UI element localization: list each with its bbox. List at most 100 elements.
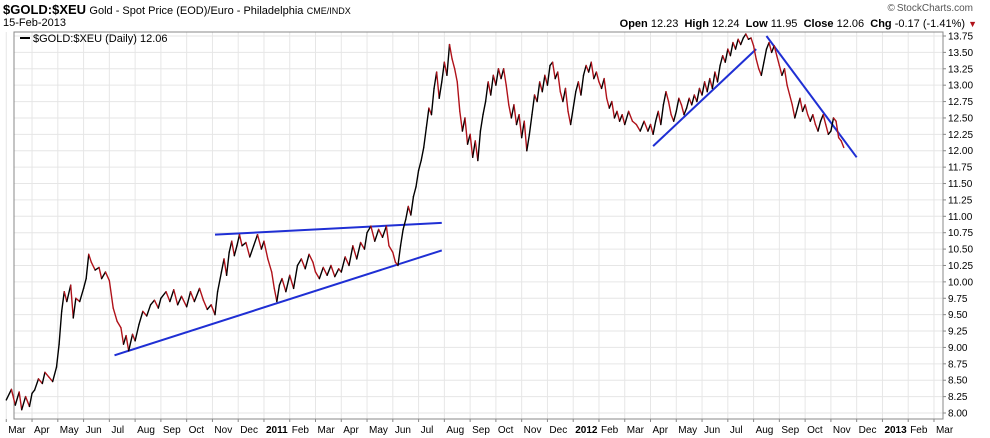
x-tick-label: Apr (343, 425, 359, 436)
price-segment (415, 169, 420, 188)
price-segment (278, 277, 283, 286)
price-segment (822, 113, 827, 126)
x-tick-label: 2012 (575, 425, 598, 436)
price-segment (370, 225, 376, 242)
price-segment (505, 84, 510, 106)
price-segment (210, 304, 216, 316)
price-segment (220, 258, 225, 273)
price-segment (238, 233, 243, 247)
price-segment (21, 395, 27, 411)
y-tick-label: 9.25 (948, 327, 968, 338)
price-segment (448, 43, 453, 60)
price-segment (624, 110, 630, 126)
price-segment (14, 391, 20, 406)
price-segment (363, 231, 368, 250)
price-segment (796, 97, 801, 109)
price-segment (318, 266, 324, 280)
symbol-description: Gold - Spot Price (EOD)/Euro - Philadelp… (89, 5, 304, 17)
price-segment (252, 233, 259, 247)
brand-name: StockCharts.com (896, 3, 973, 14)
price-segment (241, 241, 247, 247)
price-segment (377, 228, 384, 238)
x-tick-label: Feb (292, 425, 310, 436)
price-segment (518, 113, 523, 139)
price-segment (551, 61, 556, 80)
y-tick-label: 11.50 (948, 179, 973, 190)
price-segment (696, 87, 701, 103)
x-tick-label: Aug (446, 425, 464, 436)
y-tick-label: 10.00 (948, 277, 973, 288)
price-segment (72, 297, 77, 319)
price-segment (417, 159, 422, 172)
price-segment (776, 54, 781, 67)
y-tick-label: 12.50 (948, 113, 973, 124)
price-segment (546, 64, 551, 86)
price-segment (737, 38, 742, 46)
price-segment (236, 233, 241, 247)
price-segment (214, 291, 219, 316)
price-series (5, 33, 845, 411)
y-tick-label: 8.75 (948, 359, 968, 370)
price-segment (348, 245, 354, 267)
high-label: High (684, 18, 709, 30)
x-tick-label: Nov (214, 425, 232, 436)
price-segment (508, 104, 513, 119)
y-tick-label: 10.75 (948, 228, 973, 239)
price-segment (510, 104, 515, 119)
symbol-line: $GOLD:$XEU Gold - Spot Price (EOD)/Euro … (3, 2, 351, 17)
chart-legend: $GOLD:$XEU (Daily) 12.06 (20, 33, 168, 45)
price-segment (37, 378, 44, 385)
y-tick-label: 10.25 (948, 261, 973, 272)
price-segment (430, 87, 435, 116)
price-segment (740, 37, 744, 46)
price-segment (356, 241, 362, 260)
price-segment (94, 266, 100, 271)
copyright-icon: © (887, 3, 895, 14)
y-tick-label: 12.00 (948, 146, 973, 157)
price-segment (804, 104, 809, 116)
price-segment (812, 113, 817, 126)
x-tick-label: May (678, 425, 697, 436)
price-segment (28, 392, 33, 408)
y-tick-label: 9.00 (948, 343, 968, 354)
price-segment (146, 304, 152, 317)
price-segment (734, 38, 739, 50)
price-segment (273, 287, 278, 303)
price-segment (487, 81, 492, 96)
price-segment (79, 287, 85, 303)
price-segment (665, 91, 670, 103)
trendlines (114, 35, 858, 357)
price-segment (233, 245, 238, 257)
price-segment (51, 366, 58, 383)
price-segment (716, 64, 721, 83)
x-tick-label: Feb (910, 425, 928, 436)
price-segment (263, 240, 269, 260)
price-segment (340, 256, 346, 273)
price-segment (691, 94, 696, 106)
x-tick-label: 2013 (884, 425, 907, 436)
price-segment (58, 310, 63, 345)
x-tick-label: Feb (601, 425, 619, 436)
price-segment (198, 287, 205, 301)
price-segment (575, 81, 580, 93)
price-segment (616, 110, 621, 122)
price-segment (719, 54, 724, 67)
price-segment (807, 113, 811, 122)
price-segment (830, 117, 835, 132)
price-segment (706, 77, 711, 93)
y-tick-label: 12.75 (948, 97, 973, 108)
price-segment (300, 258, 306, 270)
price-segment (100, 271, 107, 280)
price-segment (55, 343, 60, 368)
price-segment (652, 120, 657, 136)
y-tick-label: 8.00 (948, 409, 968, 420)
x-tick-label: May (369, 425, 388, 436)
price-segment (469, 133, 474, 158)
price-segment (381, 225, 388, 238)
price-segment (745, 33, 750, 40)
price-segment (160, 291, 167, 299)
price-segment (752, 45, 757, 60)
price-segment (453, 68, 458, 83)
price-segment (402, 218, 407, 231)
